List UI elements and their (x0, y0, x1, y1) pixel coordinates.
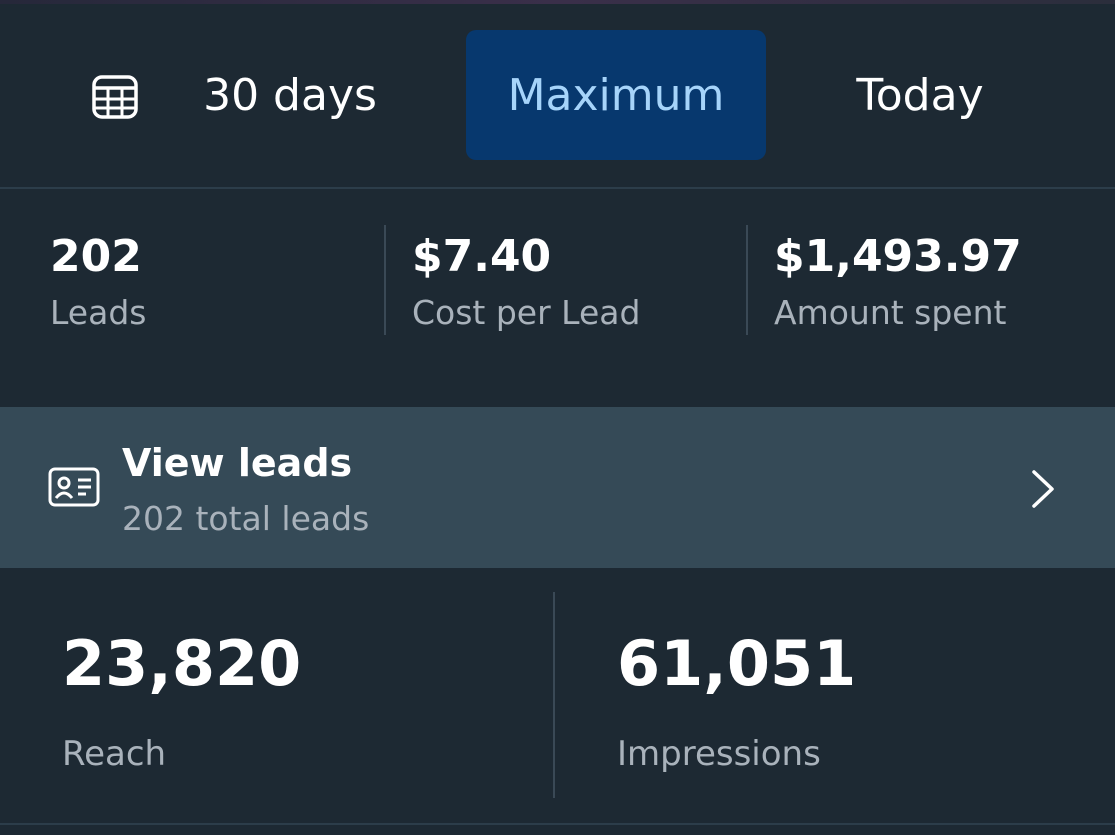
stat-reach: 23,820 Reach (62, 626, 301, 778)
bottom-divider (0, 823, 1115, 825)
summary-metrics: 202 Leads $7.40 Cost per Lead $1,493.97 … (0, 189, 1115, 407)
metric-cost-per-lead: $7.40 Cost per Lead (412, 225, 640, 337)
metric-leads: 202 Leads (50, 225, 146, 337)
view-leads-row[interactable]: View leads 202 total leads (0, 407, 1115, 568)
metric-divider (384, 225, 386, 335)
stat-impressions-label: Impressions (617, 734, 821, 774)
chevron-right-icon (1032, 470, 1054, 508)
top-edge (0, 0, 1115, 4)
metric-cost-per-lead-value: $7.40 (412, 231, 552, 282)
tab-30-days[interactable]: 30 days (203, 69, 377, 121)
contact-card-icon (48, 467, 100, 507)
metric-amount-spent-value: $1,493.97 (774, 231, 1022, 282)
stat-impressions-value: 61,051 (617, 627, 857, 700)
metric-divider (746, 225, 748, 335)
calendar-icon (92, 75, 138, 119)
calendar-button[interactable] (84, 68, 146, 126)
stat-reach-label: Reach (62, 734, 167, 774)
view-leads-title: View leads (122, 441, 353, 485)
metric-leads-label: Leads (50, 293, 147, 332)
reach-impressions: 23,820 Reach 61,051 Impressions (0, 568, 1115, 823)
stat-reach-value: 23,820 (62, 627, 302, 700)
stat-divider (553, 592, 555, 798)
metric-cost-per-lead-label: Cost per Lead (412, 293, 641, 332)
stat-impressions: 61,051 Impressions (617, 626, 856, 778)
view-leads-subtitle: 202 total leads (122, 499, 370, 538)
tab-maximum[interactable]: Maximum (466, 30, 766, 160)
metric-leads-value: 202 (50, 231, 142, 282)
date-range-selector: 30 days Maximum Today (0, 0, 1115, 189)
metric-amount-spent-label: Amount spent (774, 293, 1007, 332)
metric-amount-spent: $1,493.97 Amount spent (774, 225, 1022, 337)
tab-today[interactable]: Today (856, 69, 984, 121)
